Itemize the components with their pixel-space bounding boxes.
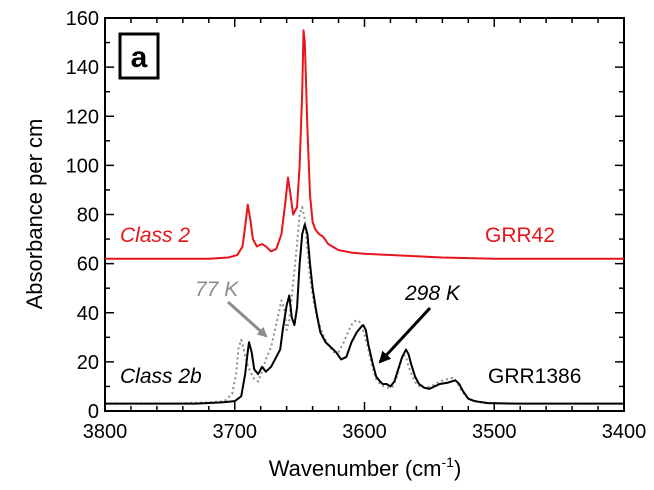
y-tick-label: 140 (66, 57, 99, 79)
y-tick-label: 0 (88, 401, 99, 423)
77k-arrow (226, 300, 268, 338)
x-tick-label: 3500 (472, 421, 517, 443)
x-axis-title-sup: -1 (442, 454, 455, 470)
y-tick-label: 40 (77, 303, 99, 325)
x-tick-label: 3800 (83, 421, 128, 443)
x-tick-label: 3600 (342, 421, 387, 443)
298k-arrow (378, 306, 432, 364)
y-tick-label: 60 (77, 254, 99, 276)
x-tick-label: 3700 (213, 421, 258, 443)
y-axis-title: Absorbance per cm (22, 119, 47, 310)
panel-label-box (118, 32, 160, 80)
y-tick-label: 160 (66, 8, 99, 30)
y-tick-label: 100 (66, 155, 99, 177)
series-line-class-2 (105, 29, 624, 260)
77k-label: 77 K (195, 278, 239, 301)
axes: 3800 3700 3600 3500 3400 0 20 40 60 80 100 120 140 16… (66, 8, 647, 443)
panel-label-text: a (131, 41, 148, 74)
y-tick-label: 120 (66, 106, 99, 128)
x-axis-title: Wavenumber (cm-1) (269, 454, 462, 481)
grr1386-label: GRR1386 (488, 365, 581, 388)
class-2b-label: Class 2b (120, 365, 202, 388)
grr42-label: GRR42 (485, 224, 555, 247)
class-2-label: Class 2 (120, 224, 190, 247)
series-group (105, 29, 624, 405)
y-tick-label: 80 (77, 205, 99, 227)
plot-frame (104, 17, 625, 412)
x-axis-title-main: Wavenumber (cm (269, 456, 442, 481)
series-line-298-k (105, 223, 624, 405)
x-axis-title-close: ) (454, 456, 461, 481)
panel-label: a (118, 32, 160, 80)
298k-label: 298 K (404, 282, 461, 305)
y-tick-label: 20 (77, 352, 99, 374)
x-tick-label: 3400 (602, 421, 647, 443)
